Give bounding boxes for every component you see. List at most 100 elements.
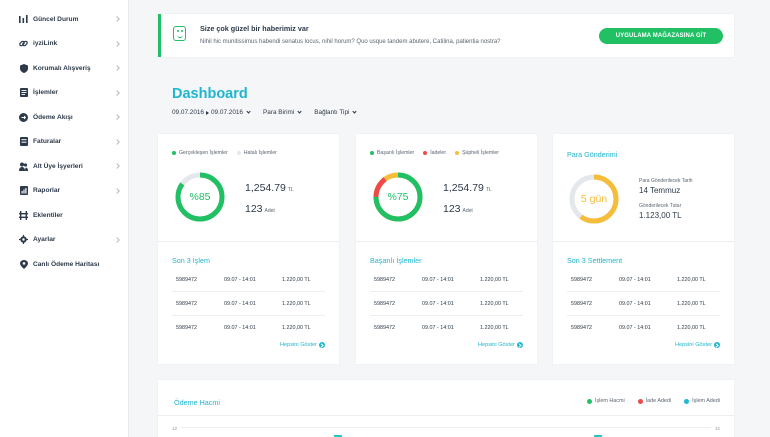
table-row[interactable]: 5989472 09.07 - 14:01 1.220,00 TL bbox=[567, 316, 720, 340]
legend-item: Hatalı İşlemler bbox=[236, 150, 277, 156]
table-row[interactable]: 5989472 09.07 - 14:01 1.220,00 TL bbox=[567, 292, 720, 316]
sidebar-item[interactable]: Canlı Ödeme Haritası bbox=[0, 252, 128, 277]
settlement-list: 5989472 09.07 - 14:01 1.220,00 TL 5989472 09… bbox=[567, 268, 720, 340]
amount-value: 1,254.79 TL bbox=[245, 182, 294, 194]
invoice-icon bbox=[19, 137, 28, 147]
show-all-link[interactable]: Hepsini Göster bbox=[280, 342, 325, 348]
legend-item[interactable]: İşlem Adedi bbox=[684, 398, 720, 404]
sidebar-item[interactable]: Ayarlar bbox=[0, 228, 128, 253]
transaction-list: 5989472 09.07 - 14:01 1.220,00 TL 5989472 09… bbox=[172, 268, 325, 340]
section-title: Son 3 Settlement bbox=[567, 256, 623, 265]
sidebar-item[interactable]: Raporlar bbox=[0, 179, 128, 204]
sidebar-item[interactable]: Alt Üye İşyerleri bbox=[0, 154, 128, 179]
table-row[interactable]: 5989472 09.07 - 14:01 1.220,00 TL bbox=[172, 292, 325, 316]
chevron-down-icon bbox=[297, 109, 302, 114]
cell-id: 5989472 bbox=[374, 325, 395, 331]
amount-unit: TL bbox=[287, 187, 294, 193]
count-number: 123 bbox=[245, 203, 263, 215]
bar-chart-icon bbox=[19, 15, 28, 24]
cell-amount: 1.220,00 TL bbox=[282, 276, 311, 283]
cell-id: 5989472 bbox=[176, 276, 197, 283]
table-row[interactable]: 5989472 09.07 - 14:01 1.220,00 TL bbox=[370, 316, 523, 340]
arrow-right-circle-icon bbox=[319, 342, 325, 348]
cell-date: 09.07 - 14:01 bbox=[224, 276, 256, 283]
panel-title: Ödeme Hacmi bbox=[174, 398, 220, 407]
chevron-right-icon bbox=[114, 187, 120, 194]
sidebar-item[interactable]: Ödeme Akışı bbox=[0, 105, 128, 130]
y-axis-label-left: 12 bbox=[172, 426, 178, 431]
sidebar-item[interactable]: İşlemler bbox=[0, 81, 128, 106]
sidebar-item[interactable]: Güncel Durum bbox=[0, 7, 128, 32]
legend-label: Şüpheli İşlemler bbox=[462, 150, 499, 156]
date-range-picker[interactable]: 09.07.2016 09.07.2016 bbox=[172, 109, 251, 116]
donut-arc-days bbox=[569, 174, 619, 224]
cell-amount: 1.220,00 TL bbox=[282, 300, 311, 307]
page-title: Dashboard bbox=[172, 86, 248, 102]
sidebar-item[interactable]: iyziLink bbox=[0, 32, 128, 57]
currency-dropdown[interactable]: Para Birimi bbox=[263, 109, 302, 116]
legend-label: İşlem Hacmi bbox=[594, 398, 625, 404]
cell-amount: 1.220,00 TL bbox=[480, 300, 509, 307]
chevron-right-icon bbox=[114, 114, 120, 121]
sidebar-item-label: Ödeme Akışı bbox=[33, 113, 73, 121]
chart-gridline bbox=[181, 427, 711, 428]
green-dot-icon bbox=[370, 151, 374, 155]
cell-amount: 1.220,00 TL bbox=[282, 325, 311, 331]
show-all-link[interactable]: Hepsini Göster bbox=[675, 342, 720, 348]
chevron-right-icon bbox=[114, 40, 120, 47]
divider bbox=[553, 241, 734, 242]
amount-number: 1,254.79 bbox=[245, 182, 286, 194]
table-row[interactable]: 5989472 09.07 - 14:01 1.220,00 TL bbox=[172, 316, 325, 340]
show-all-link[interactable]: Hepsini Göster bbox=[478, 342, 523, 348]
transactions-card: Gerçekleşen İşlemler Hatalı İşlemler %85… bbox=[158, 134, 339, 364]
table-row[interactable]: 5989472 09.07 - 14:01 1.220,00 TL bbox=[370, 268, 523, 292]
legend-item: Başarılı İşlemler bbox=[370, 150, 414, 156]
connection-type-dropdown[interactable]: Bağlantı Tipi bbox=[314, 109, 358, 116]
transfer-date-value: 14 Temmuz bbox=[639, 186, 681, 195]
divider bbox=[356, 241, 537, 242]
cell-amount: 1.220,00 TL bbox=[480, 325, 509, 331]
shield-icon bbox=[19, 63, 28, 73]
sidebar-item-label: iyziLink bbox=[33, 40, 58, 48]
legend-item[interactable]: İşlem Hacmi bbox=[586, 398, 625, 404]
volume-legend: İşlem Hacmi İade Adedi İşlem Adedi bbox=[574, 398, 720, 404]
card-legend: Gerçekleşen İşlemler Hatalı İşlemler bbox=[172, 150, 286, 156]
yellow-dot-icon bbox=[455, 151, 460, 155]
cell-date: 09.07 - 14:01 bbox=[619, 276, 651, 283]
date-from: 09.07.2016 bbox=[172, 109, 204, 116]
gray-dot-icon bbox=[236, 151, 241, 155]
table-row[interactable]: 5989472 09.07 - 14:01 1.220,00 TL bbox=[172, 268, 325, 292]
gear-icon bbox=[19, 235, 28, 245]
donut-percent: %85 bbox=[189, 191, 211, 203]
sidebar-item-label: Korumalı Alışveriş bbox=[33, 64, 91, 72]
cell-id: 5989472 bbox=[374, 276, 395, 283]
table-row[interactable]: 5989472 09.07 - 14:01 1.220,00 TL bbox=[567, 268, 720, 292]
cell-amount: 1.220,00 TL bbox=[677, 276, 706, 283]
legend-label: İade Adedi bbox=[645, 398, 672, 404]
date-to: 09.07.2016 bbox=[211, 109, 243, 116]
app-store-button[interactable]: UYGULAMA MAĞAZASINA GİT bbox=[599, 28, 723, 44]
divider bbox=[158, 415, 734, 416]
card-legend: Başarılı İşlemler İadeler Şüpheli İşleml… bbox=[370, 150, 508, 156]
table-row[interactable]: 5989472 09.07 - 14:01 1.220,00 TL bbox=[370, 292, 523, 316]
sidebar-item-label: Canlı Ödeme Haritası bbox=[33, 260, 100, 268]
donut-percent: %75 bbox=[387, 191, 409, 203]
legend-item[interactable]: İade Adedi bbox=[637, 398, 672, 404]
section-title: Son 3 İşlem bbox=[172, 256, 210, 265]
sidebar-item[interactable]: Korumalı Alışveriş bbox=[0, 56, 128, 81]
count-unit: Adet bbox=[264, 208, 275, 214]
transfer-amount-value: 1.123,00 TL bbox=[639, 211, 682, 220]
sidebar-item[interactable]: Faturalar bbox=[0, 130, 128, 155]
cell-date: 09.07 - 14:01 bbox=[422, 325, 454, 331]
legend-label: Hatalı İşlemler bbox=[243, 150, 277, 156]
sidebar-item-label: Alt Üye İşyerleri bbox=[33, 162, 83, 170]
green-dot-icon bbox=[586, 398, 592, 404]
sidebar-item[interactable]: Eklentiler bbox=[0, 203, 128, 228]
sidebar-item-label: Eklentiler bbox=[33, 211, 63, 219]
count-value: 123 Adet bbox=[245, 203, 275, 215]
days-remaining: 5 gün bbox=[580, 193, 608, 205]
chevron-right-icon bbox=[114, 163, 120, 170]
count-number: 123 bbox=[443, 203, 461, 215]
amount-value: 1,254.79 TL bbox=[443, 182, 492, 194]
payment-volume-panel: Ödeme Hacmi İşlem Hacmi İade Adedi İşlem… bbox=[158, 380, 734, 437]
